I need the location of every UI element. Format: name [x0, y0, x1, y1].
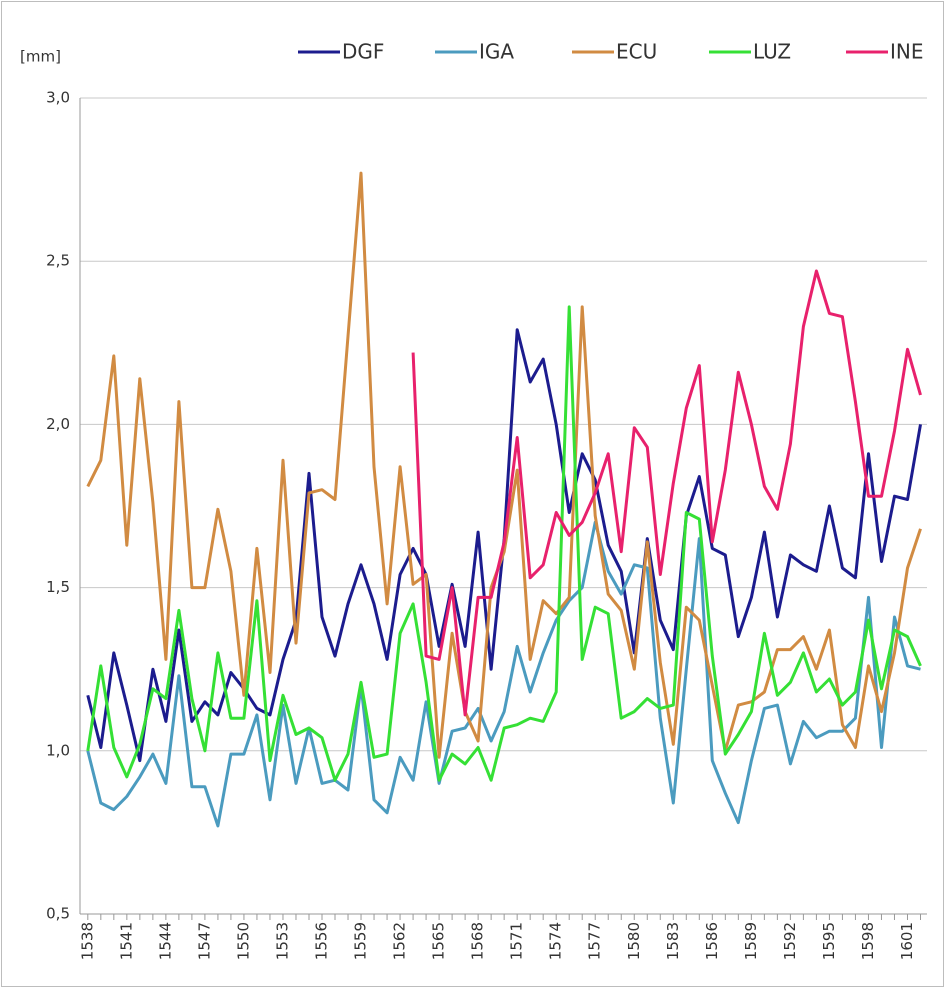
x-tick-label: 1589	[742, 922, 760, 960]
x-tick-label: 1553	[273, 922, 291, 960]
y-tick-label: 2,0	[46, 415, 70, 433]
legend-label: ECU	[616, 40, 657, 64]
series-line	[86, 520, 921, 828]
x-tick-label: 1562	[391, 922, 409, 960]
x-tick-label: 1580	[625, 922, 643, 960]
legend-label: DGF	[342, 40, 384, 64]
x-tick-label: 1574	[547, 922, 565, 960]
x-tick-label: 1583	[664, 922, 682, 960]
legend-label: LUZ	[753, 40, 791, 64]
series-line	[86, 305, 922, 782]
x-tick-label: 1571	[508, 922, 526, 960]
y-tick-label: 3,0	[46, 89, 70, 107]
series-line	[411, 269, 922, 717]
legend-label: INE	[890, 40, 924, 64]
x-tick-label: 1601	[898, 922, 916, 960]
legend: DGF IGA ECU LUZ INE	[298, 40, 924, 64]
x-tick-label: 1598	[859, 922, 877, 960]
y-tick-label: 2,5	[46, 252, 70, 270]
x-tick-label: 1544	[156, 922, 174, 960]
legend-label: IGA	[479, 40, 514, 64]
x-tick-label: 1538	[78, 922, 96, 960]
x-tick-label: 1556	[313, 922, 331, 960]
y-tick-label: 1,5	[46, 578, 70, 596]
y-tick-label: 1,0	[46, 741, 70, 759]
x-tick-label: 1547	[195, 922, 213, 960]
y-axis-label: [mm]	[20, 48, 61, 66]
x-tick-label: 1586	[703, 922, 721, 960]
series-line	[86, 171, 922, 759]
x-tick-label: 1559	[352, 922, 370, 960]
x-tick-label: 1550	[234, 922, 252, 960]
x-tick-label: 1565	[430, 922, 448, 960]
x-tick-label: 1541	[117, 922, 135, 960]
x-tick-label: 1595	[820, 922, 838, 960]
x-tick-label: 1577	[586, 922, 604, 960]
x-tick-label: 1592	[781, 922, 799, 960]
y-tick-label: 0,5	[46, 905, 70, 923]
x-tick-label: 1568	[469, 922, 487, 960]
